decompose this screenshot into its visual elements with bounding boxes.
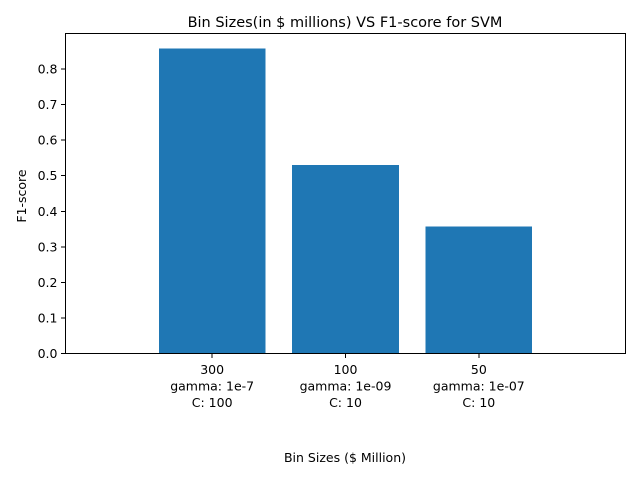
- bar-1: [292, 165, 399, 354]
- x-tick-label-0-1: gamma: 1e-7: [170, 379, 254, 394]
- y-tick-label-2: 0.2: [38, 275, 58, 290]
- y-tick-label-4: 0.4: [38, 204, 58, 219]
- y-tick-label-1: 0.1: [38, 310, 58, 325]
- plot-frame: [65, 33, 626, 354]
- y-axis-ticks: 0.0 0.1 0.2 0.3 0.4 0.5 0.6 0.7 0.8: [38, 62, 66, 361]
- y-tick-label-6: 0.6: [38, 133, 58, 148]
- y-tick-label-0: 0.0: [38, 346, 58, 361]
- x-tick-label-2-1: gamma: 1e-07: [433, 379, 525, 394]
- y-tick-label-7: 0.7: [38, 97, 58, 112]
- x-tick-label-0-0: 300: [200, 362, 224, 377]
- x-tick-label-2-0: 50: [471, 362, 487, 377]
- x-tick-label-1-1: gamma: 1e-09: [300, 379, 392, 394]
- chart-title: Bin Sizes(in $ millions) VS F1-score for…: [188, 15, 503, 31]
- bar-2: [425, 226, 533, 354]
- y-axis-label: F1-score: [14, 169, 29, 223]
- bars-layer: [158, 48, 533, 354]
- y-tick-label-5: 0.5: [38, 168, 58, 183]
- x-axis-label: Bin Sizes ($ Million): [284, 450, 406, 465]
- x-tick-label-0-2: C: 100: [192, 395, 233, 410]
- x-tick-label-1-2: C: 10: [329, 395, 362, 410]
- x-tick-label-2-2: C: 10: [462, 395, 495, 410]
- x-tick-label-1-0: 100: [334, 362, 358, 377]
- y-tick-label-3: 0.3: [38, 239, 58, 254]
- y-tick-label-8: 0.8: [38, 62, 58, 77]
- bar-0: [158, 48, 266, 354]
